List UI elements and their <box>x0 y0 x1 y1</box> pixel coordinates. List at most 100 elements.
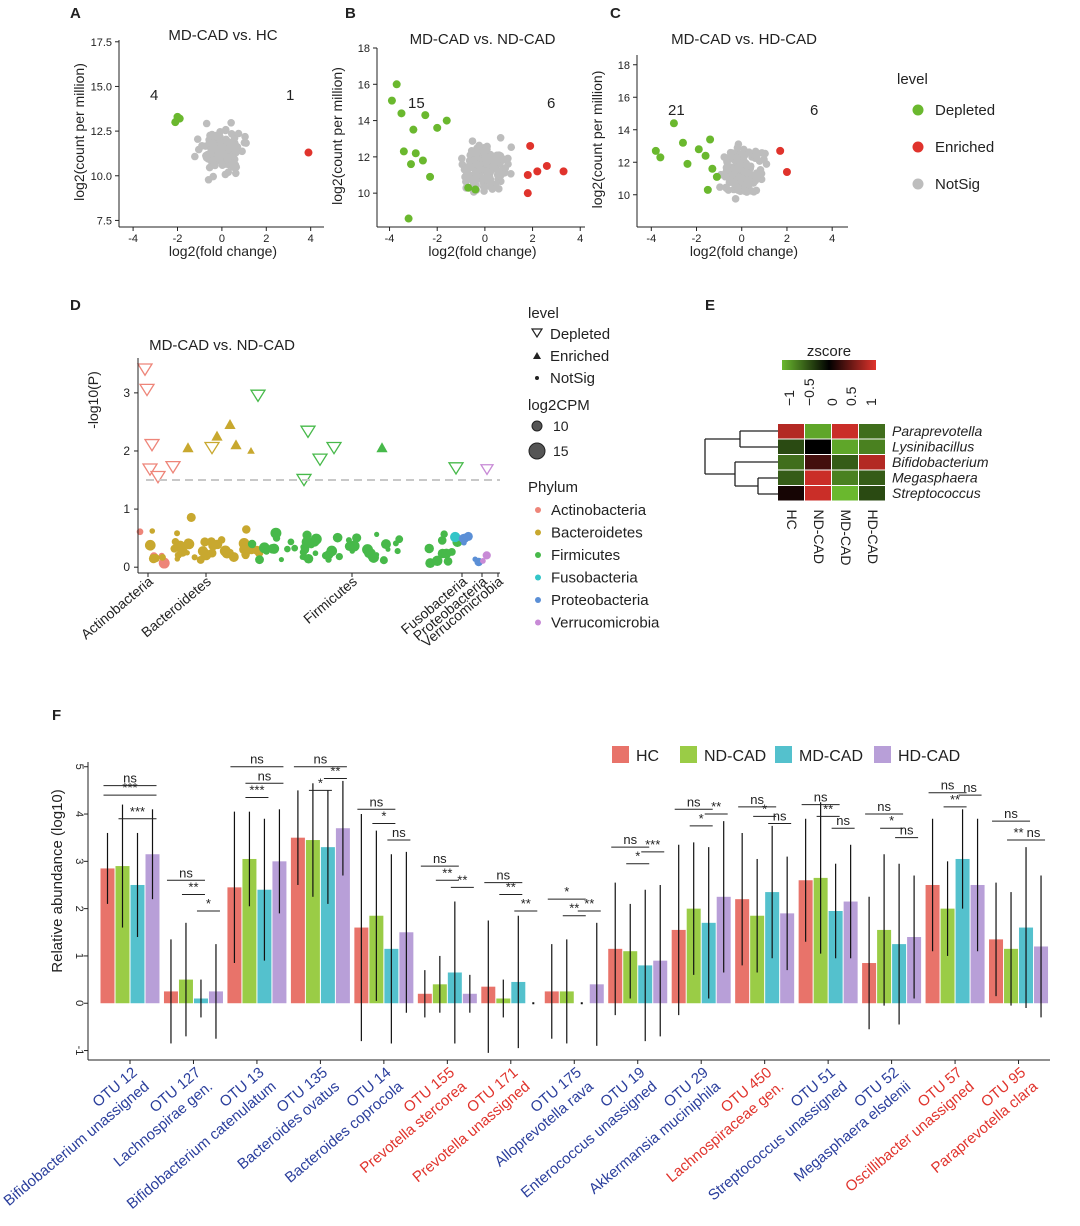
volcano-legend: level Depleted Enriched NotSig <box>897 71 995 193</box>
notsig-otu-point <box>159 553 166 561</box>
notsig-point <box>215 130 223 139</box>
manhattan-plot-d: 0 1 2 3 MD-CAD vs. ND-CAD -log10(P) Actinobact… <box>78 305 660 650</box>
volcano-legend-title: level <box>897 71 928 88</box>
significance-label: ns <box>392 825 406 840</box>
notsig-point <box>732 154 741 162</box>
notsig-otu-point <box>385 546 391 552</box>
phylum-legend-marker <box>535 619 541 626</box>
notsig-point <box>745 148 753 156</box>
notsig-point <box>488 185 497 193</box>
y-tick-label: 2 <box>123 444 130 458</box>
notsig-point <box>480 147 488 156</box>
enriched-point <box>526 141 535 150</box>
x-tick-label: -4 <box>128 233 138 245</box>
depleted-point <box>406 160 415 169</box>
volcano-plot-b: -4 -2 0 2 4 10 12 14 16 18 MD-CAD vs. ND-CAD log2(f… <box>329 31 585 259</box>
y-tick-label: 1 <box>123 502 130 516</box>
volcano-plot-c: -4 -2 0 2 4 10 12 14 16 18 MD-CAD vs. HD-CAD log2(f… <box>589 31 848 259</box>
heatmap-row-label: Paraprevotella <box>892 423 982 439</box>
significance-label: * <box>206 896 211 911</box>
colorbar-tick-label: −1 <box>781 390 797 406</box>
notsig-otu-point <box>239 545 249 555</box>
notsig-otu-point <box>310 533 322 545</box>
notsig-otu-point <box>170 544 179 553</box>
phylum-legend-marker <box>535 597 541 603</box>
significance-label: * <box>564 884 569 899</box>
notsig-point <box>483 167 491 176</box>
panel-letter-d: D <box>70 297 81 314</box>
volcano-title: MD-CAD vs. HD-CAD <box>671 31 817 48</box>
x-tick-label: 0 <box>739 233 745 245</box>
bar-chart-f: HC ND-CAD MD-CAD HD-CAD -1 0 1 2 3 4 5 Relative abu… <box>0 746 1050 1213</box>
y-tick-label: -1 <box>73 1046 85 1056</box>
volcano-ylabel: log2(count per million) <box>329 67 345 205</box>
legend-enriched-marker <box>912 141 924 153</box>
depleted-point <box>464 183 473 192</box>
volcano-title: MD-CAD vs. ND-CAD <box>410 31 556 48</box>
notsig-otu-point <box>424 543 434 554</box>
significance-label: ns <box>941 778 955 793</box>
x-tick-label: -4 <box>646 233 656 245</box>
notsig-otu-point <box>482 551 491 560</box>
enriched-marker <box>211 430 223 441</box>
significance-label: ns <box>314 752 328 767</box>
depleted-point <box>651 146 660 155</box>
heatmap-row-label: Megasphaera <box>892 470 978 486</box>
notsig-otu-point <box>174 530 181 537</box>
y-tick-label: 14 <box>358 116 370 128</box>
notsig-otu-point <box>440 530 448 538</box>
y-tick-label: 0 <box>123 560 130 574</box>
notsig-otu-point <box>186 512 196 522</box>
bar-legend-swatch <box>874 746 891 763</box>
volcano-xlabel: log2(fold change) <box>690 243 798 259</box>
depleted-legend-marker <box>530 328 544 339</box>
y-tick-label: 3 <box>123 386 130 400</box>
phylum-legend-label: Firmicutes <box>551 547 620 564</box>
heatmap-column-label: HC <box>784 510 800 530</box>
notsig-point <box>231 169 240 178</box>
significance-label: ns <box>1004 806 1018 821</box>
notsig-otu-point <box>379 556 388 565</box>
volcano-ylabel: log2(count per million) <box>589 71 605 209</box>
level-legend-title: level <box>528 305 559 322</box>
bar-legend-label: MD-CAD <box>799 748 863 765</box>
phylum-legend-marker <box>535 552 541 558</box>
depleted-marker <box>479 464 495 476</box>
significance-label: ns <box>258 768 272 783</box>
volcano-plot-a: -4 -2 0 2 4 7.5 10.0 12.5 15.0 17.5 MD-CAD vs. HC l… <box>71 27 324 259</box>
colorbar-tick-label: −0.5 <box>801 378 817 406</box>
notsig-point <box>221 170 230 179</box>
significance-label: ns <box>877 799 891 814</box>
bar-legend-swatch <box>775 746 792 763</box>
y-tick-label: 10.0 <box>91 171 112 183</box>
notsig-point <box>227 130 236 138</box>
heatmap-cell <box>805 439 831 454</box>
notsig-point <box>234 129 243 138</box>
significance-label: ns <box>496 868 510 883</box>
x-tick-label: 2 <box>263 233 269 245</box>
notsig-point <box>742 161 751 169</box>
enriched-legend-marker <box>533 352 541 359</box>
phylum-legend-marker <box>535 507 541 513</box>
significance-label: ** <box>950 792 960 807</box>
bar <box>290 837 305 1004</box>
y-tick-label: 7.5 <box>97 215 112 227</box>
significance-label: ** <box>442 865 452 880</box>
depleted-point <box>411 149 420 158</box>
y-tick-label: 17.5 <box>91 37 112 49</box>
depleted-point <box>712 172 721 181</box>
significance-label: ns <box>123 771 137 786</box>
notsig-point <box>191 152 199 161</box>
notsig-otu-point <box>196 556 205 564</box>
depleted-marker <box>325 441 343 455</box>
notsig-point <box>193 135 202 143</box>
depleted-point <box>397 109 406 118</box>
heatmap-column-label: MD-CAD <box>838 510 854 566</box>
notsig-otu-point <box>324 549 334 560</box>
bar-legend-label: ND-CAD <box>704 748 766 765</box>
notsig-point <box>734 172 743 181</box>
bar <box>145 854 160 1004</box>
legend-depleted-label: Depleted <box>935 102 995 119</box>
notsig-otu-point <box>183 538 195 550</box>
